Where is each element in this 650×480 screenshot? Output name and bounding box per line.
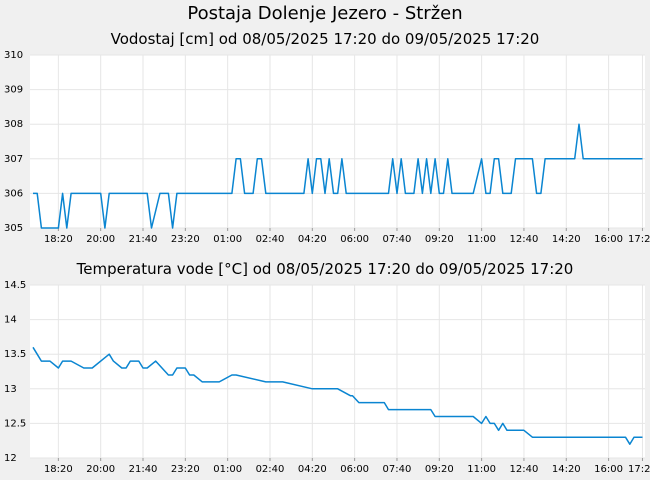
x-tick-label: 02:40 [256, 464, 285, 475]
x-tick-label: 04:20 [298, 464, 327, 475]
y-tick-label: 12 [4, 453, 17, 464]
y-tick-label: 13 [4, 384, 17, 395]
series-line-level [33, 123, 643, 229]
y-tick-label: 307 [4, 154, 23, 165]
x-tick-label: 21:40 [129, 464, 158, 475]
x-tick-label: 12:40 [510, 464, 539, 475]
y-tick-label: 305 [4, 223, 23, 234]
x-tick-label: 01:00 [213, 234, 242, 245]
x-tick-label: 06:00 [340, 234, 369, 245]
water-level-chart-title: Vodostaj [cm] od 08/05/2025 17:20 do 09/… [110, 30, 540, 48]
y-tick-label: 310 [4, 50, 23, 61]
x-tick-label: 21:40 [129, 234, 158, 245]
x-tick-label: 01:00 [213, 464, 242, 475]
y-tick-label: 14.5 [4, 280, 26, 291]
x-tick-label: 14:20 [552, 234, 581, 245]
y-tick-label: 308 [4, 119, 23, 130]
x-tick-label: 06:00 [340, 464, 369, 475]
x-tick-label: 20:00 [86, 464, 115, 475]
x-tick-label: 23:20 [171, 234, 200, 245]
x-tick-label: 16:00 [594, 234, 623, 245]
plot-area [30, 285, 645, 458]
x-tick-label: 18:20 [44, 464, 73, 475]
station-title: Postaja Dolenje Jezero - Stržen [187, 3, 463, 24]
x-tick-label: 11:00 [467, 464, 496, 475]
x-tick-label: 12:40 [510, 234, 539, 245]
x-tick-label: 18:20 [44, 234, 73, 245]
y-tick-label: 14 [4, 315, 17, 326]
x-tick-label: 17:20 [628, 234, 650, 245]
series-line-temp [32, 346, 643, 445]
y-tick-label: 306 [4, 188, 23, 199]
x-tick-label: 04:20 [298, 234, 327, 245]
x-tick-label: 09:20 [425, 234, 454, 245]
x-tick-label: 07:40 [383, 234, 412, 245]
x-tick-label: 16:00 [594, 464, 623, 475]
y-tick-label: 12.5 [4, 418, 26, 429]
x-tick-label: 23:20 [171, 464, 200, 475]
plot-area [30, 55, 645, 228]
x-tick-label: 02:40 [256, 234, 285, 245]
y-tick-label: 13.5 [4, 349, 26, 360]
x-tick-label: 17:20 [628, 464, 650, 475]
x-tick-label: 07:40 [383, 464, 412, 475]
x-tick-label: 11:00 [467, 234, 496, 245]
x-tick-label: 20:00 [86, 234, 115, 245]
water-temperature-chart-title: Temperatura vode [°C] od 08/05/2025 17:2… [76, 260, 574, 278]
y-tick-label: 309 [4, 85, 23, 96]
x-tick-label: 09:20 [425, 464, 454, 475]
x-tick-label: 14:20 [552, 464, 581, 475]
